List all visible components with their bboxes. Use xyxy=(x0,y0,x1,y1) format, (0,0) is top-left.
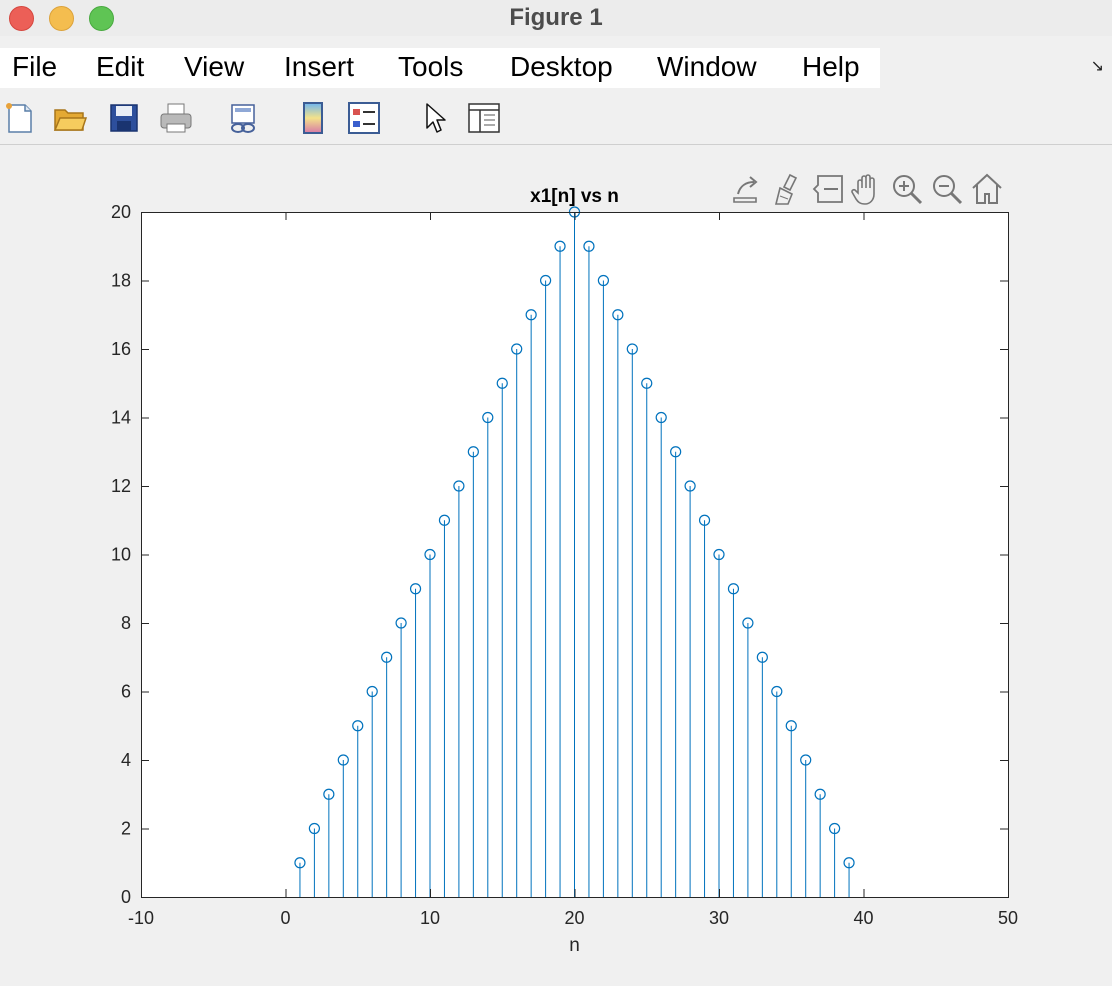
menu-bar: File Edit View Insert Tools Desktop Wind… xyxy=(0,48,1112,88)
stem-marker xyxy=(713,548,725,561)
stem-marker xyxy=(612,309,624,321)
y-tick-label: 14 xyxy=(111,408,131,428)
menu-edit[interactable]: Edit xyxy=(96,51,145,82)
x-tick-label: 0 xyxy=(280,908,290,928)
maximize-window-button[interactable] xyxy=(89,6,114,31)
stem-marker xyxy=(308,822,320,835)
close-window-button[interactable] xyxy=(9,6,34,31)
stem-marker xyxy=(698,514,711,526)
stem-marker xyxy=(771,685,783,698)
y-tick-label: 18 xyxy=(111,271,131,291)
link-plot-icon[interactable] xyxy=(226,100,262,136)
stem-marker xyxy=(655,411,667,424)
y-tick-label: 2 xyxy=(121,819,131,839)
home-icon[interactable] xyxy=(970,172,1004,206)
stem-marker xyxy=(539,274,552,287)
y-tick-label: 0 xyxy=(121,887,131,907)
menu-desktop[interactable]: Desktop xyxy=(510,51,613,82)
edit-plot-icon[interactable] xyxy=(416,100,452,136)
stem-marker xyxy=(800,754,812,766)
stem-marker xyxy=(337,754,349,766)
x-tick-label: 10 xyxy=(420,908,440,928)
x-tick-label: -10 xyxy=(128,908,154,928)
y-tick-label: 8 xyxy=(121,613,131,633)
stem-marker xyxy=(438,514,451,526)
save-icon[interactable] xyxy=(106,100,142,136)
menu-file[interactable]: File xyxy=(12,51,58,82)
open-icon[interactable] xyxy=(52,100,88,136)
stem-marker xyxy=(641,377,653,389)
stem-marker xyxy=(323,788,335,800)
stem-marker xyxy=(381,651,393,663)
window-title: Figure 1 xyxy=(509,4,603,31)
x-tick-label: 20 xyxy=(564,908,584,928)
stem-marker xyxy=(395,617,407,629)
stem-marker xyxy=(409,583,422,595)
stem-marker xyxy=(828,822,841,835)
stem-marker xyxy=(467,446,479,458)
property-inspector-icon[interactable] xyxy=(466,100,502,136)
stem-marker xyxy=(525,309,537,321)
stem-marker xyxy=(785,720,797,732)
pan-icon[interactable] xyxy=(850,172,884,206)
stem-marker xyxy=(453,480,465,492)
menu-insert[interactable]: Insert xyxy=(284,51,355,82)
brush-icon[interactable] xyxy=(772,172,806,206)
stem-marker xyxy=(294,857,306,869)
y-tick-label: 6 xyxy=(121,682,131,702)
y-tick-label: 12 xyxy=(111,476,131,496)
stem-marker xyxy=(814,788,826,800)
zoom-out-icon[interactable] xyxy=(930,172,964,206)
print-icon[interactable] xyxy=(158,100,194,136)
menu-help[interactable]: Help xyxy=(802,51,860,82)
minimize-window-button[interactable] xyxy=(49,6,74,31)
menu-view[interactable]: View xyxy=(184,51,245,82)
menu-window[interactable]: Window xyxy=(657,51,757,82)
x-tick-label: 50 xyxy=(998,908,1018,928)
stem-marker xyxy=(496,377,508,389)
stem-marker xyxy=(352,720,364,732)
chart-title: x1[n] vs n xyxy=(530,186,619,207)
menu-bar-background xyxy=(0,48,880,88)
stem-marker xyxy=(727,583,740,595)
stem-marker xyxy=(843,857,855,869)
menu-overflow-icon[interactable]: ↘ xyxy=(1090,58,1104,75)
new-figure-icon[interactable] xyxy=(2,100,38,136)
stem-marker xyxy=(756,651,768,663)
stem-marker xyxy=(511,343,523,355)
stem-marker xyxy=(742,617,754,629)
stem-marker xyxy=(626,343,638,355)
y-tick-label: 4 xyxy=(121,750,131,770)
stem-marker xyxy=(366,685,378,698)
x-tick-label: 30 xyxy=(709,908,729,928)
stem-marker xyxy=(554,240,566,252)
x-tick-label: 40 xyxy=(853,908,873,928)
y-tick-label: 20 xyxy=(111,202,131,222)
legend-icon[interactable] xyxy=(346,100,382,136)
stem-marker xyxy=(583,240,595,252)
menu-tools[interactable]: Tools xyxy=(398,51,464,82)
stem-marker xyxy=(670,446,682,458)
zoom-in-icon[interactable] xyxy=(890,172,924,206)
figure-toolbar xyxy=(0,96,1112,145)
export-icon[interactable] xyxy=(730,172,764,206)
stem-series xyxy=(294,206,855,897)
window-titlebar: Figure 1 xyxy=(0,0,1112,36)
stem-marker xyxy=(482,411,494,424)
stem-marker xyxy=(424,548,436,561)
data-tips-icon[interactable] xyxy=(812,172,846,206)
colorbar-icon[interactable] xyxy=(296,100,332,136)
stem-marker xyxy=(597,274,610,287)
y-tick-label: 10 xyxy=(111,545,131,565)
stem-marker xyxy=(684,480,696,492)
y-tick-label: 16 xyxy=(111,339,131,359)
x-axis-label: n xyxy=(569,935,580,956)
